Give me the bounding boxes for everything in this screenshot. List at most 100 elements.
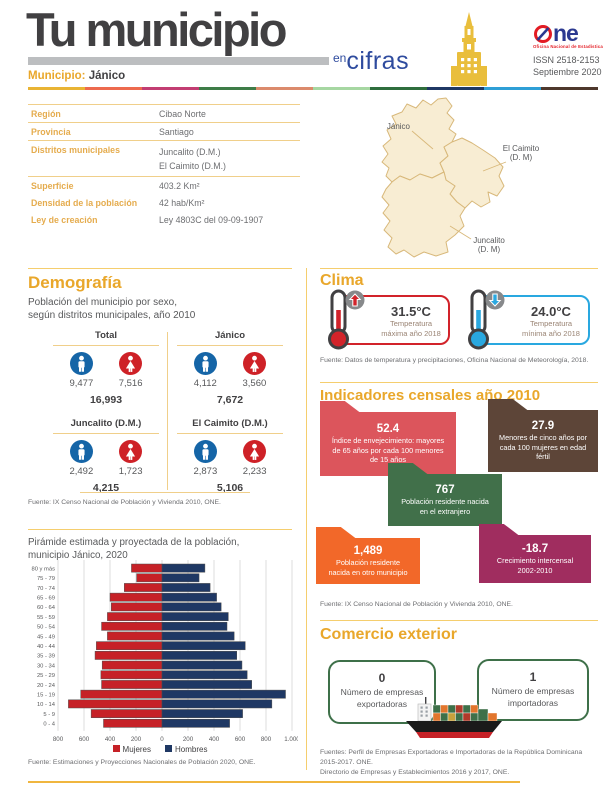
church-tower-icon: [451, 12, 487, 86]
municipality-label: Municipio:: [28, 70, 86, 82]
total-count: 5,106: [216, 482, 244, 494]
indicator-menores-cinco: 27.9 Menores de cinco años por cada 100 …: [488, 399, 598, 472]
pyramid-title-line-1: Pirámide estimada y proyectada de la pob…: [28, 537, 240, 548]
svg-text:15 - 19: 15 - 19: [37, 693, 55, 699]
pyramid-source: Fuente: Estimaciones y Proyecciones Naci…: [28, 759, 256, 766]
indicator-crecimiento: -18.7 Crecimiento intercensal 2002-2010: [479, 524, 591, 583]
svg-text:40 - 44: 40 - 44: [37, 644, 56, 650]
map-region-juncalito: [381, 171, 466, 258]
indicator-nacida-otro-municipio: 1,489 Población residente nacida en otro…: [316, 527, 420, 584]
indicator-text: Índice de envejecimiento: mayores de 65 …: [331, 436, 445, 465]
svg-text:600: 600: [79, 736, 90, 742]
info-label: Región: [31, 108, 61, 119]
demografia-subtitle: Población del municipio por sexo, según …: [28, 296, 195, 322]
pyramid-title-line-2: municipio Jánico, 2020: [28, 549, 128, 561]
issn: ISSN 2518-2153: [533, 55, 600, 65]
svg-text:35 - 39: 35 - 39: [37, 654, 55, 660]
svg-text:200: 200: [131, 736, 142, 742]
sex-table-divider: [167, 332, 168, 490]
municipality-line: Municipio: Jánico: [28, 70, 125, 82]
sex-cell-total: Total 9,477 7,516 16,993: [44, 330, 168, 406]
tagline-en-cifras: encifras: [333, 47, 409, 76]
title-underline-bar: [28, 57, 329, 65]
map-label-juncalito-dm: (D. M): [478, 245, 501, 254]
indicator-value: 767: [435, 484, 455, 497]
section-title-demografia: Demografía: [28, 273, 122, 292]
info-row-ley: Ley de creación Ley 4803C del 09-09-1907: [28, 211, 300, 228]
info-value: Juncalito (D.M.) El Caimito (D.M.): [159, 145, 226, 173]
max-temp-label: Temperatura máxima año 2018: [374, 319, 448, 339]
exportadoras-value: 0: [378, 671, 386, 685]
divider-segment: [313, 87, 370, 91]
svg-text:80 y más: 80 y más: [31, 566, 55, 572]
tagline-cifras: cifras: [346, 47, 410, 75]
svg-text:50 - 54: 50 - 54: [37, 625, 56, 631]
indicator-value: 1,489: [353, 545, 383, 558]
cargo-ship-icon: [406, 697, 502, 738]
one-logo-slashed-o-icon: [534, 24, 552, 43]
indicadores-source: Fuente: IX Censo Nacional de Población y…: [320, 601, 513, 608]
svg-text:600: 600: [235, 736, 246, 742]
min-temp-value: 24.0°C: [531, 304, 571, 319]
divider-segment: [256, 87, 313, 91]
map-label-caimito: El Caimito: [503, 144, 540, 153]
publication-date: Septiembre 2020: [533, 67, 602, 77]
importadoras-label-1: Número de empresas: [491, 686, 575, 696]
svg-text:800: 800: [53, 736, 64, 742]
municipality-map: Jánico El Caimito (D. M) Juncalito (D. M…: [381, 97, 540, 258]
female-icon: [119, 440, 142, 463]
distrito-1: Juncalito (D.M.): [159, 146, 221, 157]
sex-cell-caimito: El Caimito (D.M.) 2,873 2,233 5,106: [168, 418, 292, 494]
svg-text:1.000: 1.000: [284, 736, 298, 742]
rule-piramide: [28, 529, 292, 530]
sex-cell-header: El Caimito (D.M.): [177, 418, 283, 434]
indicator-text: Población residente nacida en el extranj…: [401, 497, 489, 516]
male-icon: [70, 352, 93, 375]
one-logo-text: ne: [553, 20, 579, 46]
footer-rule: [28, 781, 520, 783]
male-count: 9,477: [69, 378, 94, 389]
comercio-card-importadoras: 1 Número de empresas importadoras: [477, 659, 589, 721]
female-icon: [243, 352, 266, 375]
info-row-distritos: Distritos municipales Juncalito (D.M.) E…: [28, 141, 300, 178]
male-icon: [194, 440, 217, 463]
male-icon: [70, 440, 93, 463]
info-value: 42 hab/Km²: [159, 197, 205, 208]
info-label: Superficie: [31, 180, 74, 191]
indicator-text: Crecimiento intercensal 2002-2010: [496, 556, 574, 575]
total-count: 4,215: [92, 482, 120, 494]
comercio-card-exportadoras: 0 Número de empresas exportadoras: [328, 660, 436, 724]
svg-text:0: 0: [160, 736, 164, 742]
map-label-janico: Jánico: [387, 122, 411, 131]
clima-card-max: 31.5°C Temperatura máxima año 2018: [328, 289, 450, 350]
info-label: Distritos municipales: [31, 144, 120, 155]
map-region-caimito: [439, 137, 505, 209]
divider-segment: [370, 87, 427, 91]
exportadoras-label-1: Número de empresas: [340, 687, 424, 697]
exportadoras-label-2: exportadoras: [356, 698, 408, 709]
indicator-text: Población residente nacida en otro munic…: [328, 558, 408, 577]
thermometer-down-icon: [460, 288, 506, 352]
max-temp-label-2: máxima año 2018: [381, 329, 441, 339]
comercio-source-1: Fuentes: Perfil de Empresas Exportadoras…: [320, 749, 583, 756]
importadoras-value: 1: [529, 670, 537, 684]
female-icon: [119, 352, 142, 375]
population-pyramid-chart: 800 600 400 200 0 200 400 600 800 1.000 80 y más 75…: [31, 560, 298, 742]
multicolor-divider: [28, 87, 598, 91]
column-divider: [306, 268, 307, 770]
section-title-clima: Clima: [320, 272, 364, 289]
svg-text:30 - 34: 30 - 34: [37, 663, 56, 669]
svg-text:400: 400: [105, 736, 116, 742]
sex-cell-header: Jánico: [177, 330, 283, 346]
clima-card-min: 24.0°C Temperatura mínima año 2018: [468, 289, 590, 350]
info-row-region: Región Cibao Norte: [28, 105, 300, 123]
pyramid-legend: Mujeres Hombres: [28, 745, 292, 754]
indicator-nacida-extranjero: 767 Población residente nacida en el ext…: [388, 463, 502, 526]
distrito-2: El Caimito (D.M.): [159, 160, 226, 171]
info-value: Santiago: [159, 126, 194, 137]
info-row-provincia: Provincia Santiago: [28, 123, 300, 141]
legend-mujeres: Mujeres: [112, 745, 151, 754]
svg-text:60 - 64: 60 - 64: [37, 605, 56, 611]
legend-swatch-hombres: [165, 745, 172, 752]
clima-source: Fuente: Datos de temperatura y precipita…: [320, 357, 589, 364]
